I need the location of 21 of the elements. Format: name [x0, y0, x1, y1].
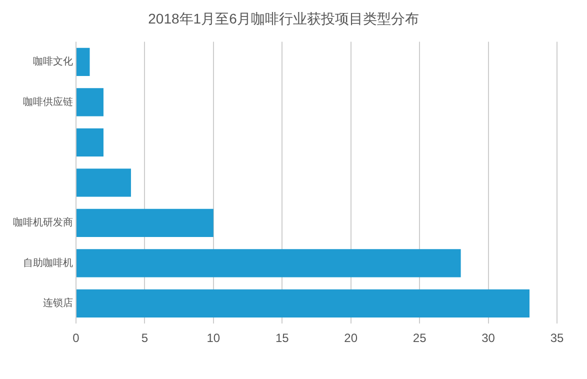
y-tick-label: 连锁店 [43, 297, 73, 310]
x-tick-label: 20 [344, 331, 358, 346]
bar [76, 168, 131, 197]
bar [76, 289, 530, 318]
y-tick-label: 自助咖啡机 [23, 256, 73, 269]
x-tick-label: 15 [275, 331, 290, 346]
y-tick-label: 咖啡供应链 [23, 96, 73, 108]
bar [76, 88, 104, 116]
chart-title: 2018年1月至6月咖啡行业获投项目类型分布 [148, 10, 419, 26]
x-tick-label: 30 [482, 331, 496, 346]
x-tick-label: 5 [141, 331, 148, 346]
y-tick-label: 咖啡机研发商 [13, 216, 73, 229]
bar [76, 128, 104, 157]
bar [76, 208, 214, 238]
x-tick-label: 25 [412, 331, 427, 346]
y-tick-label: 咖啡文化 [33, 56, 73, 68]
x-tick-label: 0 [72, 331, 80, 346]
x-tick-label: 35 [550, 331, 564, 346]
bar [76, 48, 90, 76]
x-tick-label: 10 [206, 331, 220, 346]
bar [76, 249, 461, 278]
